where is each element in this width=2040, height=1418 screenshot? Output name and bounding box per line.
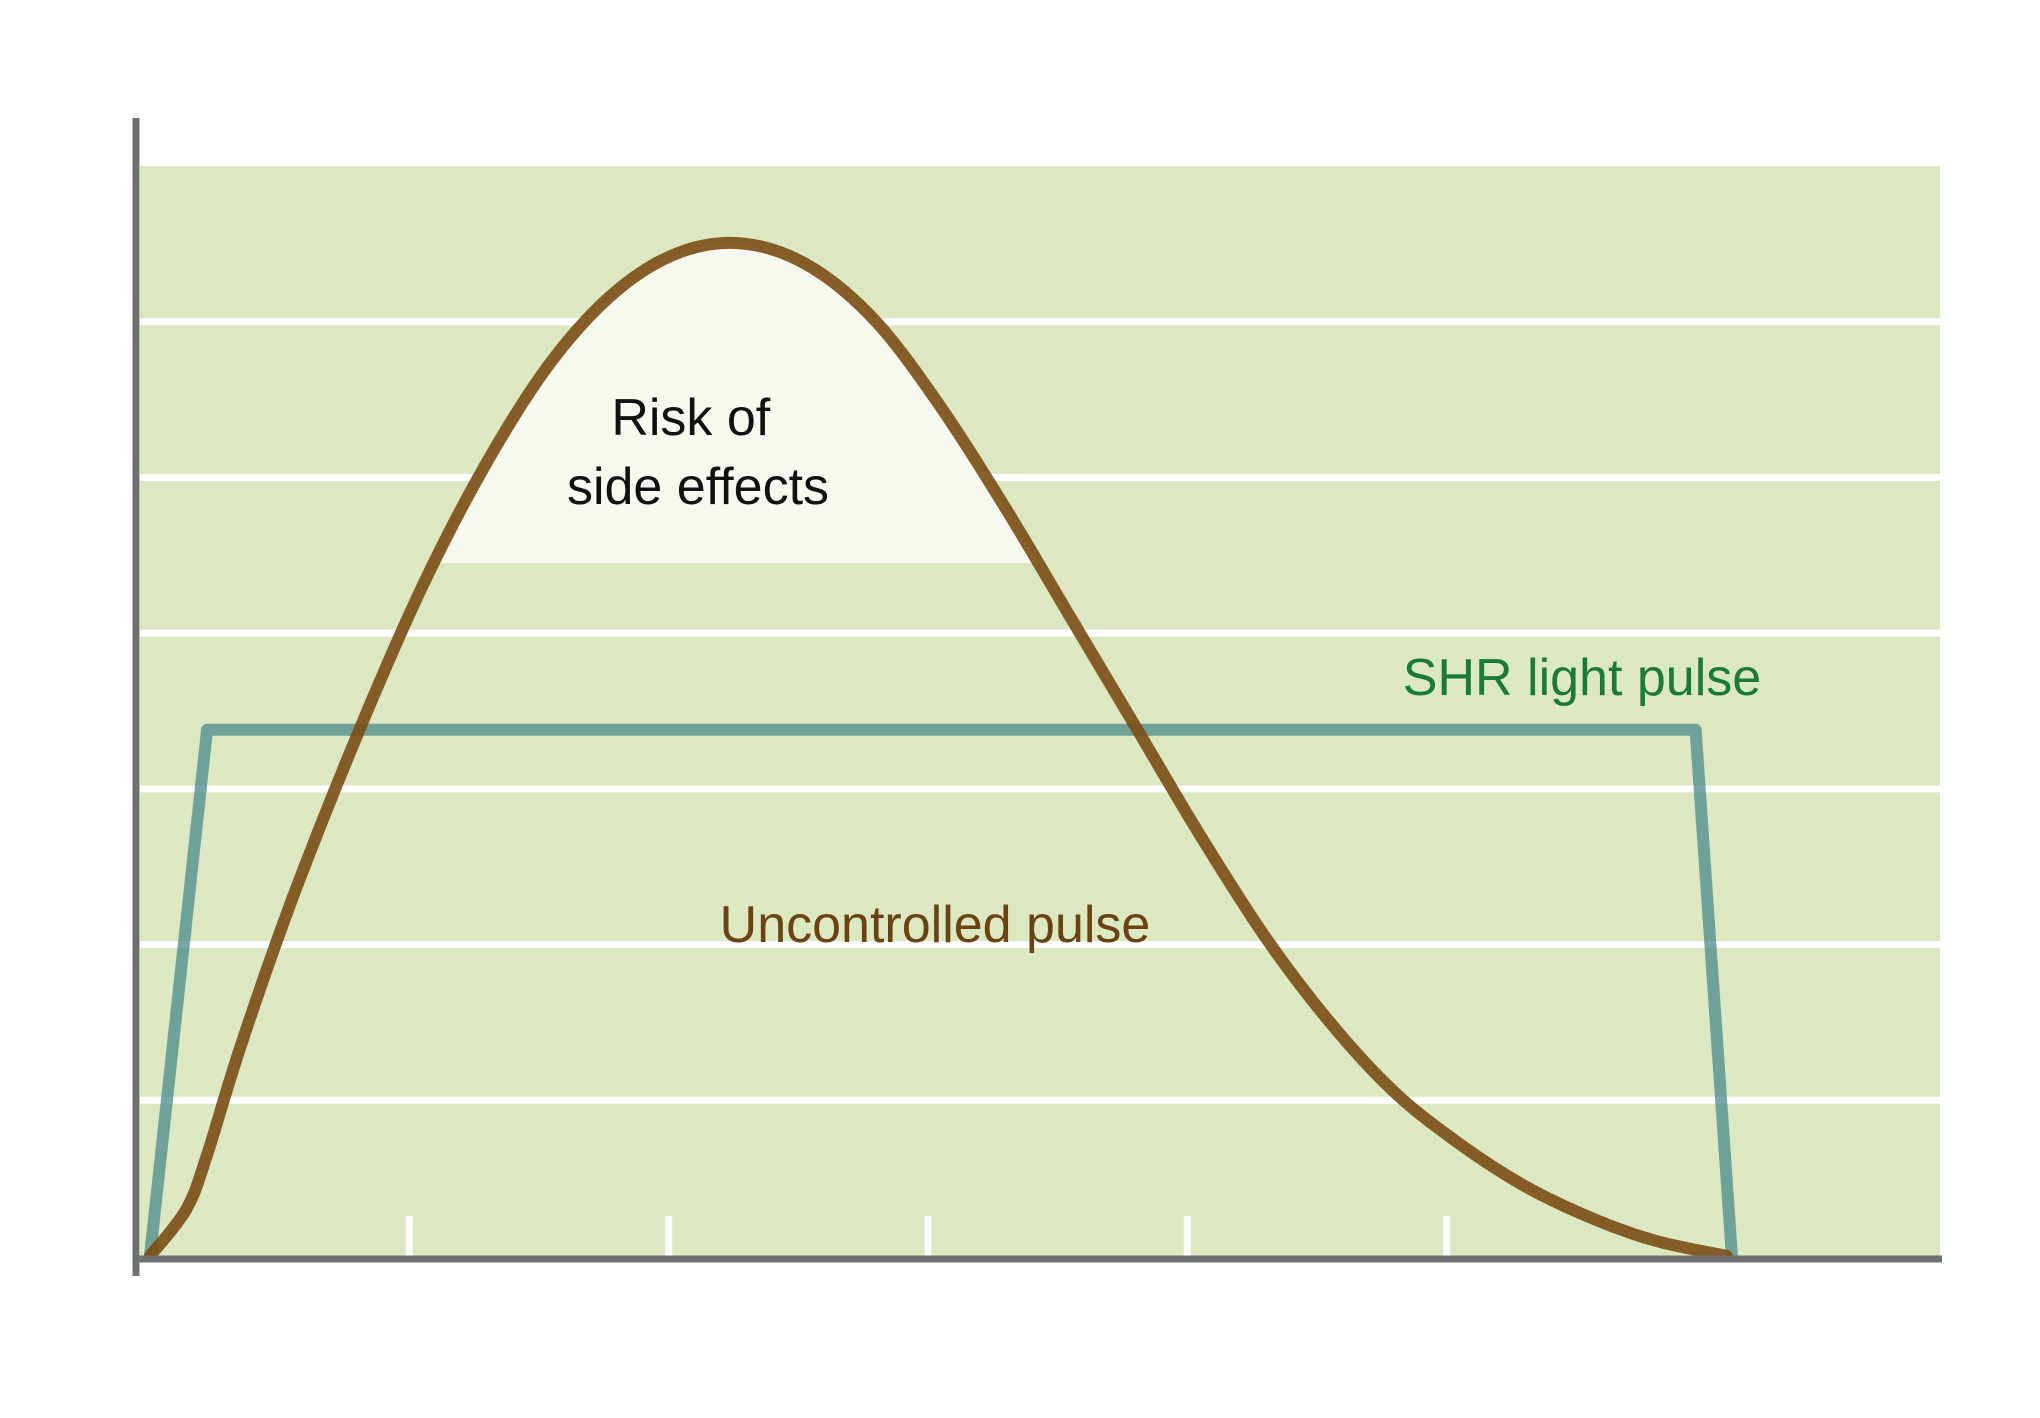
series-line-shr bbox=[144, 723, 1738, 1262]
plot-background bbox=[140, 166, 1940, 1256]
risk-label: Risk of side effects bbox=[567, 389, 829, 516]
series-label-uncontrolled: Uncontrolled pulse bbox=[720, 896, 1151, 954]
risk-label-line-1: Risk of bbox=[611, 389, 770, 447]
x-ticks bbox=[405, 1216, 1451, 1256]
series-group bbox=[144, 236, 1738, 1262]
series-line-uncontrolled bbox=[144, 236, 1733, 1262]
gridlines bbox=[140, 318, 1940, 1104]
series-label-shr: SHR light pulse bbox=[1403, 649, 1761, 707]
risk-label-line-2: side effects bbox=[567, 458, 829, 516]
